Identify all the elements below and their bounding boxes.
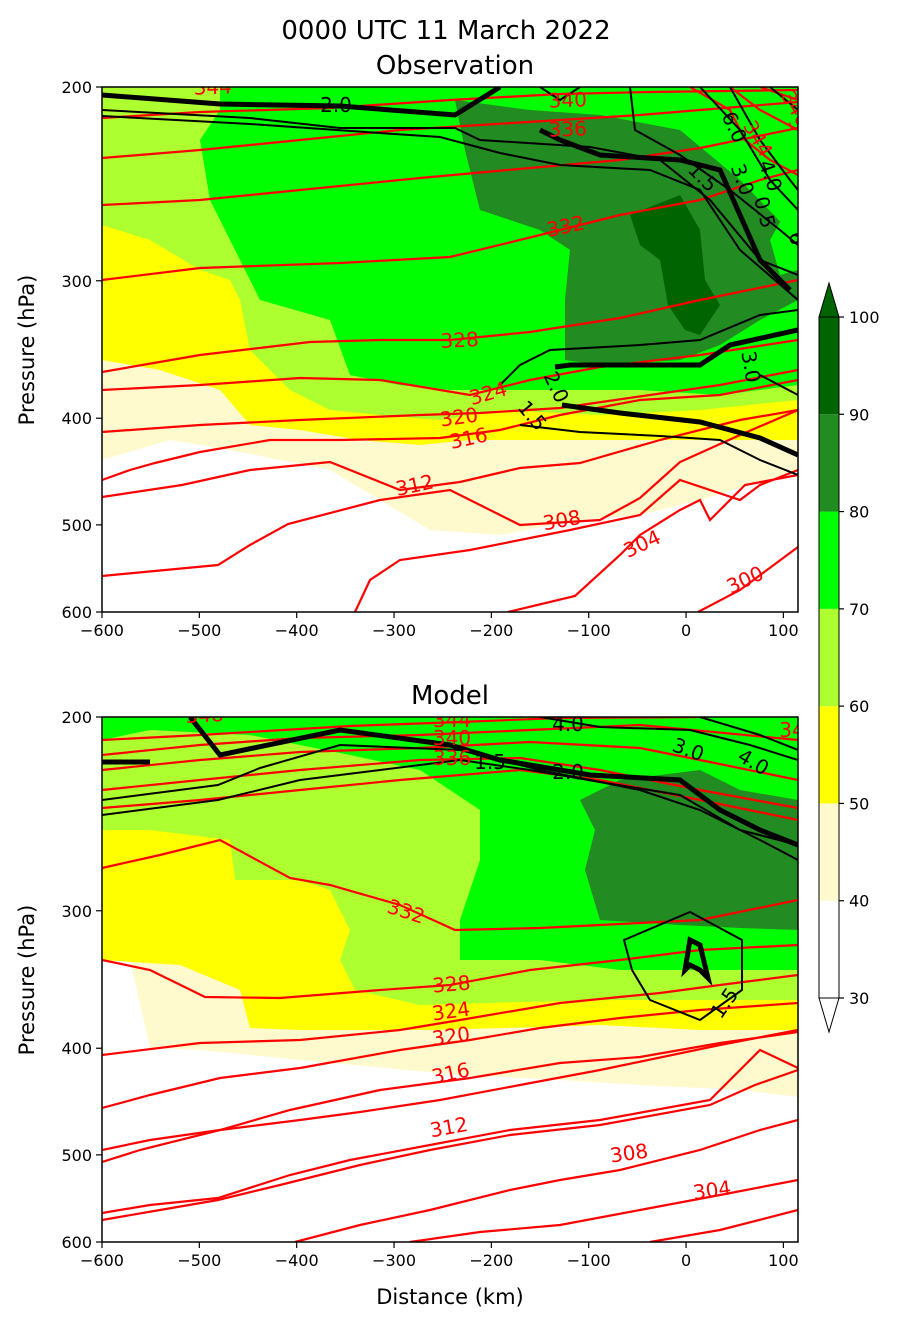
- observation-ytick-label: 200: [61, 78, 92, 97]
- model-theta-label: 344: [433, 708, 471, 732]
- model-ytick-label: 300: [61, 902, 92, 921]
- colorbar-segment: [819, 414, 839, 512]
- figure-title: 0000 UTC 11 March 2022: [281, 16, 610, 46]
- colorbar-segment: [819, 803, 839, 901]
- model-ylabel: Pressure (hPa): [15, 905, 39, 1056]
- model-pv-label: 4.0: [552, 712, 584, 736]
- observation-xtick-label: −100: [567, 621, 611, 640]
- colorbar-extend-max: [818, 281, 840, 318]
- colorbar-tick-label: 100: [849, 308, 880, 327]
- model-theta-label: 320: [430, 1022, 471, 1051]
- colorbar-tick-label: 30: [849, 989, 869, 1008]
- colorbar-frame: [818, 316, 840, 999]
- model-ytick-label: 600: [61, 1233, 92, 1252]
- observation-ytick-label: 600: [61, 603, 92, 622]
- observation-ytick-label: 300: [61, 272, 92, 291]
- observation-axes-frame: [101, 86, 799, 613]
- obs-theta-label: 320: [438, 403, 479, 432]
- observation-ytick-label: 400: [61, 409, 92, 428]
- observation-xtick-label: −600: [80, 621, 124, 640]
- model-xtick-label: −400: [275, 1251, 319, 1270]
- model-theta-label: 308: [608, 1139, 649, 1168]
- model-xtick-label: −600: [80, 1251, 124, 1270]
- obs-pv-label: 6: [784, 229, 810, 248]
- colorbar-tick-label: 70: [849, 600, 869, 619]
- model-ytick-label: 500: [61, 1146, 92, 1165]
- observation-xtick-label: −400: [275, 621, 319, 640]
- model-xtick-label: −300: [372, 1251, 416, 1270]
- model-pv-label: 2.0: [552, 760, 584, 784]
- observation-xtick-label: 0: [681, 621, 691, 640]
- model-panel: 348 344 340 336 332 328 324 320 316 312 …: [15, 702, 804, 1309]
- observation-xtick-label: −200: [469, 621, 513, 640]
- model-axes: −600 −500 −400 −300 −200 −100 0 100 200 300 400 500…: [61, 708, 798, 1270]
- model-xtick-label: −100: [567, 1251, 611, 1270]
- model-xtick-label: −200: [469, 1251, 513, 1270]
- obs-theta-label: 344: [193, 74, 232, 99]
- obs-pv-label: 2.0: [320, 93, 352, 117]
- model-theta-label: 304: [691, 1176, 732, 1205]
- colorbar-segment: [819, 511, 839, 609]
- model-pv-contours: [102, 717, 798, 1022]
- observation-xtick-label: 100: [768, 621, 799, 640]
- obs-pv-contours: [102, 87, 798, 476]
- colorbar-segment: [819, 608, 839, 707]
- model-xtick-label: 100: [768, 1251, 799, 1270]
- observation-rh-fill: 344 340 336 332 328 324 320 316 312 308 …: [102, 74, 810, 612]
- observation-xtick-label: −300: [372, 621, 416, 640]
- obs-pv-label: 3.0: [736, 349, 765, 384]
- panel-title-observation: Observation: [376, 51, 534, 81]
- model-theta-label: 336: [433, 746, 471, 770]
- colorbar-segment: [819, 900, 839, 998]
- model-theta-labels: 348 344 340 336 332 328 324 320 316 312 …: [185, 702, 804, 1205]
- model-theta-label: 328: [431, 970, 471, 997]
- obs-theta-label: 328: [440, 327, 479, 353]
- panel-title-model: Model: [411, 681, 489, 711]
- model-xtick-label: 0: [681, 1251, 691, 1270]
- model-xtick-label: −500: [177, 1251, 221, 1270]
- observation-axes: −600 −500 −400 −300 −200 −100 0 100 200 300 400 500…: [61, 78, 798, 640]
- colorbar-tick-label: 50: [849, 794, 869, 813]
- model-theta-label: 34: [779, 718, 804, 742]
- colorbar-tick-label: 40: [849, 892, 869, 911]
- colorbar-segment: [819, 706, 839, 804]
- model-theta-label: 348: [185, 702, 224, 728]
- model-theta-label: 324: [430, 997, 471, 1026]
- obs-theta-label: 336: [548, 116, 587, 141]
- model-rh-fill: 348 344 340 336 332 328 324 320 316 312 …: [102, 702, 804, 1242]
- model-xlabel: Distance (km): [376, 1285, 524, 1309]
- model-ytick-label: 200: [61, 708, 92, 727]
- observation-ytick-label: 500: [61, 516, 92, 535]
- obs-theta-contours: [102, 87, 798, 612]
- model-pv-label: 1.5: [474, 750, 506, 774]
- observation-ylabel: Pressure (hPa): [15, 275, 39, 426]
- observation-panel: 344 340 336 332 328 324 320 316 312 308 …: [15, 74, 810, 640]
- colorbar-tick-label: 60: [849, 697, 869, 716]
- model-theta-label: 340: [433, 726, 471, 750]
- model-axes-frame: [101, 716, 799, 1243]
- model-ytick-label: 400: [61, 1039, 92, 1058]
- obs-theta-label: 340: [548, 87, 587, 112]
- colorbar-extend-min: [818, 997, 840, 1034]
- colorbar-tick-label: 80: [849, 503, 869, 522]
- colorbar: 30 40 50 60 70 80 90 100: [818, 281, 880, 1034]
- colorbar-tick-label: 90: [849, 405, 869, 424]
- colorbar-segment: [819, 317, 839, 415]
- observation-xtick-label: −500: [177, 621, 221, 640]
